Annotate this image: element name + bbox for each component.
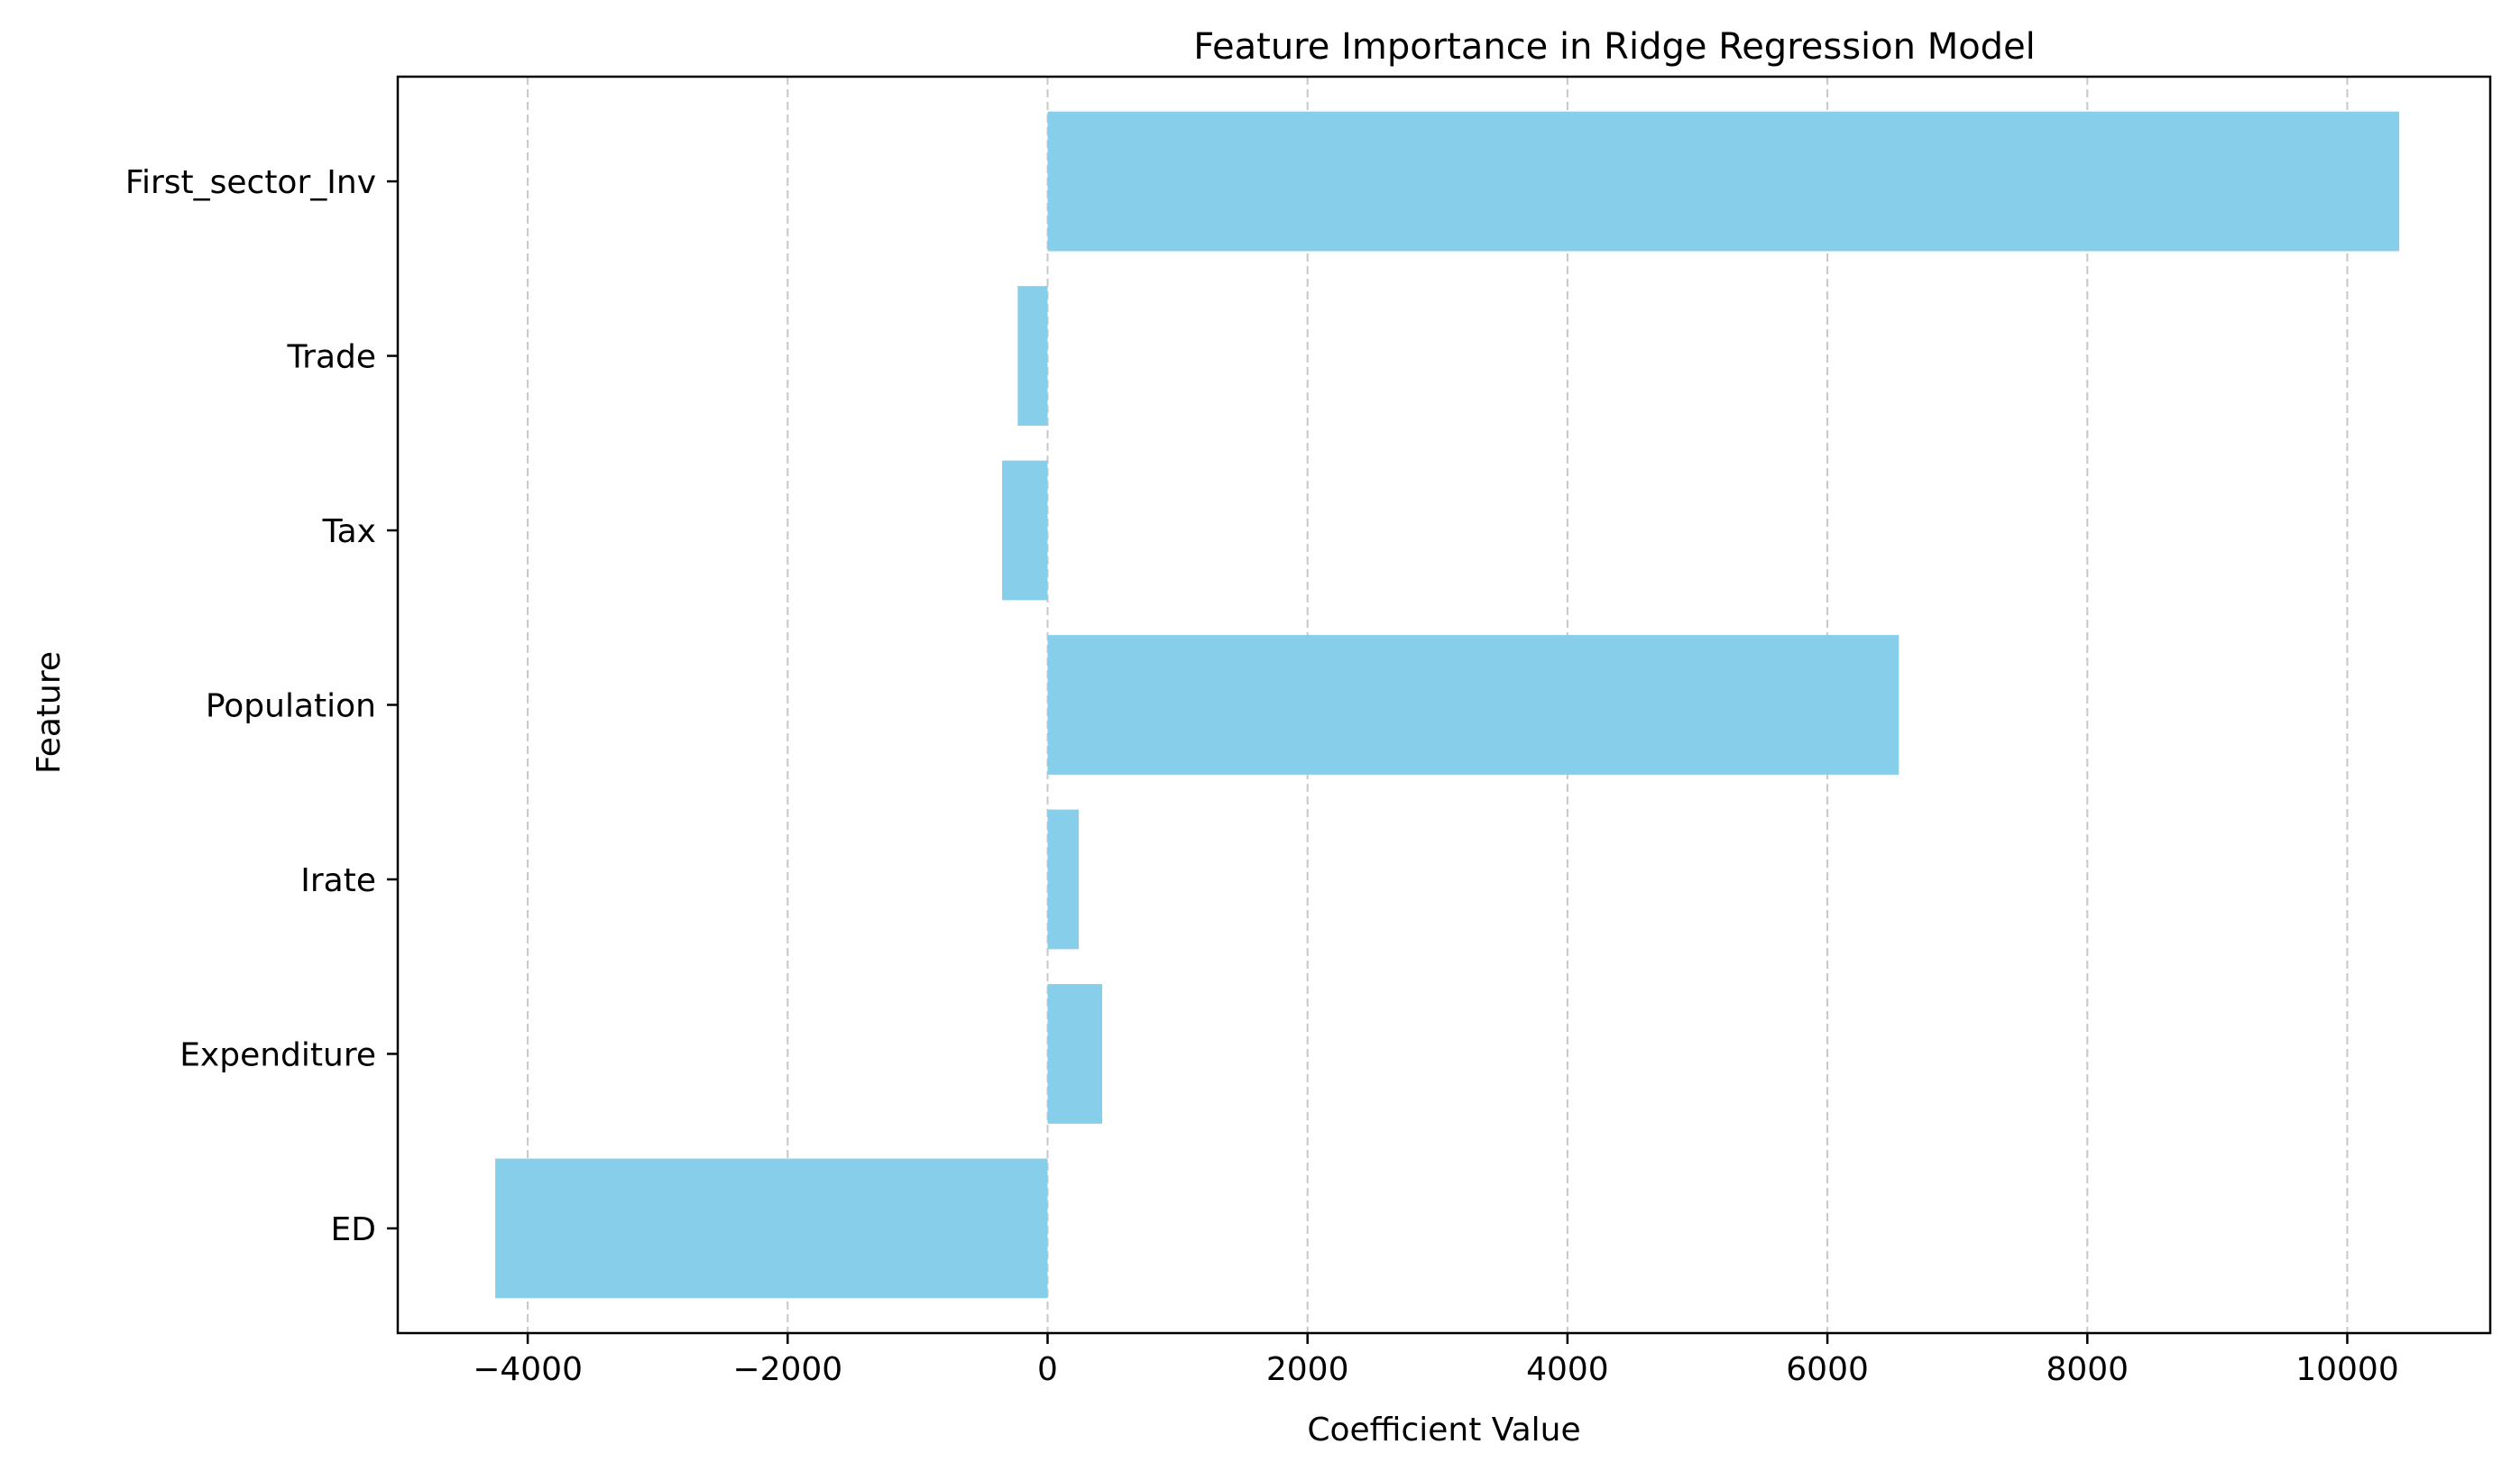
bar-first-sector-inv (1047, 111, 2400, 252)
x-tick-label: 6000 (1786, 1351, 1869, 1388)
y-tick-label: Tax (322, 513, 376, 550)
bar-expenditure (1047, 984, 1103, 1124)
x-tick-label: 4000 (1526, 1351, 1609, 1388)
x-tick-label: −2000 (732, 1351, 842, 1388)
y-tick-label: Trade (286, 339, 376, 376)
x-tick-label: 0 (1037, 1351, 1058, 1388)
bar-trade (1017, 286, 1048, 426)
y-tick-label: First_sector_Inv (125, 164, 376, 201)
bar-ed (495, 1158, 1048, 1299)
bar-irate (1047, 809, 1080, 950)
x-tick-label: 2000 (1266, 1351, 1349, 1388)
chart-title: Feature Importance in Ridge Regression M… (1193, 26, 2036, 68)
y-axis-label: Feature (31, 651, 68, 774)
x-axis-label: Coefficient Value (1307, 1412, 1580, 1449)
bars (495, 111, 2400, 1299)
y-tick-label: ED (331, 1211, 376, 1248)
y-tick-label: Expenditure (179, 1036, 376, 1073)
x-tick-label: 10000 (2295, 1351, 2399, 1388)
y-tick-label: Irate (300, 862, 376, 899)
y-axis-ticks: ED Expenditure Irate Population Tax Trade Firs… (125, 164, 398, 1248)
x-tick-label: −4000 (473, 1351, 583, 1388)
y-tick-label: Population (206, 688, 376, 725)
x-axis-ticks: −4000 −2000 0 2000 4000 6000 8000 10000 (473, 1333, 2399, 1388)
x-tick-label: 8000 (2046, 1351, 2129, 1388)
bar-population (1047, 635, 1899, 775)
grid-lines (527, 77, 2349, 1333)
bar-tax (1002, 460, 1048, 601)
